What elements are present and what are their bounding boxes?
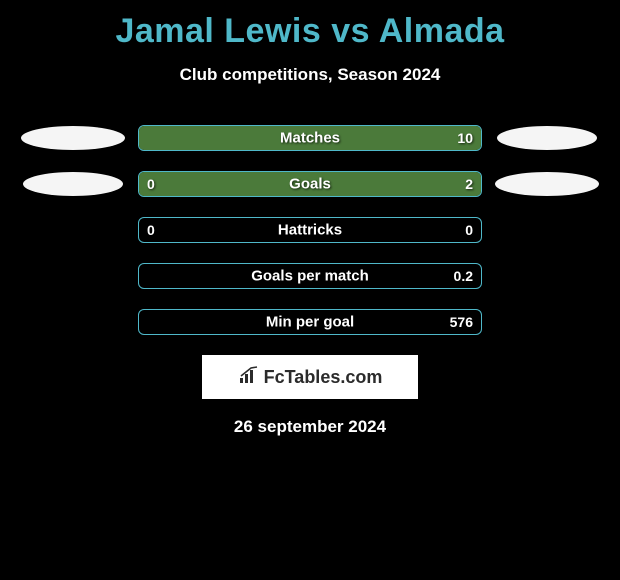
stat-value-right: 0.2 bbox=[454, 268, 473, 284]
stat-label: Min per goal bbox=[266, 314, 354, 331]
ellipse-icon bbox=[21, 126, 125, 150]
stat-value-right: 576 bbox=[450, 314, 473, 330]
stat-label: Goals per match bbox=[251, 268, 369, 285]
page-subtitle: Club competitions, Season 2024 bbox=[0, 65, 620, 85]
stat-value-left: 0 bbox=[147, 176, 155, 192]
stat-value-right: 10 bbox=[457, 130, 473, 146]
stat-bar: 0 Hattricks 0 bbox=[138, 217, 482, 243]
date-text: 26 september 2024 bbox=[0, 417, 620, 437]
stat-bar: Goals per match 0.2 bbox=[138, 263, 482, 289]
logo-label: FcTables.com bbox=[264, 367, 383, 388]
stats-container: Matches 10 0 Goals 2 0 Hattricks 0 bbox=[0, 125, 620, 335]
bar-fill-right bbox=[201, 172, 481, 196]
stat-label: Goals bbox=[289, 176, 331, 193]
stat-bar: Min per goal 576 bbox=[138, 309, 482, 335]
stat-bar: Matches 10 bbox=[138, 125, 482, 151]
stat-row: Goals per match 0.2 bbox=[0, 263, 620, 289]
stat-label: Matches bbox=[280, 130, 340, 147]
left-badge-slot bbox=[18, 126, 128, 150]
stat-bar: 0 Goals 2 bbox=[138, 171, 482, 197]
stat-value-right: 2 bbox=[465, 176, 473, 192]
stat-row: 0 Goals 2 bbox=[0, 171, 620, 197]
ellipse-icon bbox=[23, 172, 123, 196]
right-badge-slot bbox=[492, 172, 602, 196]
page-title: Jamal Lewis vs Almada bbox=[0, 0, 620, 51]
stat-label: Hattricks bbox=[278, 222, 342, 239]
right-badge-slot bbox=[492, 126, 602, 150]
stat-value-right: 0 bbox=[465, 222, 473, 238]
stat-row: Min per goal 576 bbox=[0, 309, 620, 335]
chart-icon bbox=[238, 366, 260, 389]
stat-row: Matches 10 bbox=[0, 125, 620, 151]
ellipse-icon bbox=[495, 172, 599, 196]
ellipse-icon bbox=[497, 126, 597, 150]
stat-row: 0 Hattricks 0 bbox=[0, 217, 620, 243]
left-badge-slot bbox=[18, 172, 128, 196]
logo-box: FcTables.com bbox=[202, 355, 418, 399]
stat-value-left: 0 bbox=[147, 222, 155, 238]
logo-text: FcTables.com bbox=[238, 366, 383, 389]
